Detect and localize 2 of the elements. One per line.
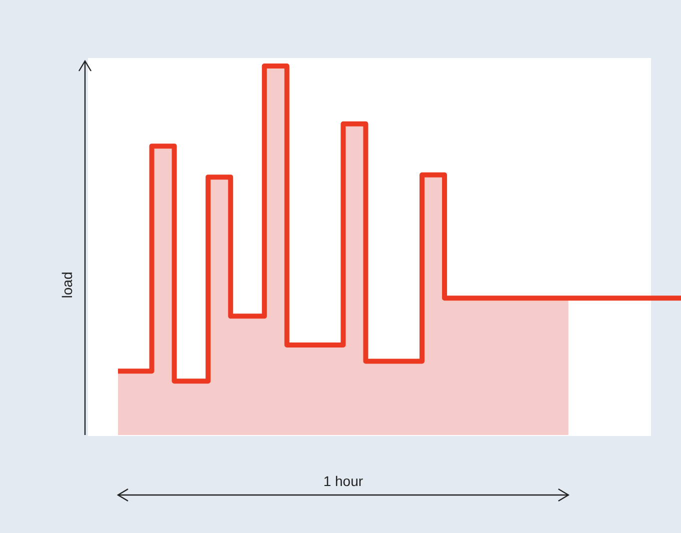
y-axis-title: load — [59, 272, 75, 298]
x-axis-title: 1 hour — [323, 473, 364, 489]
